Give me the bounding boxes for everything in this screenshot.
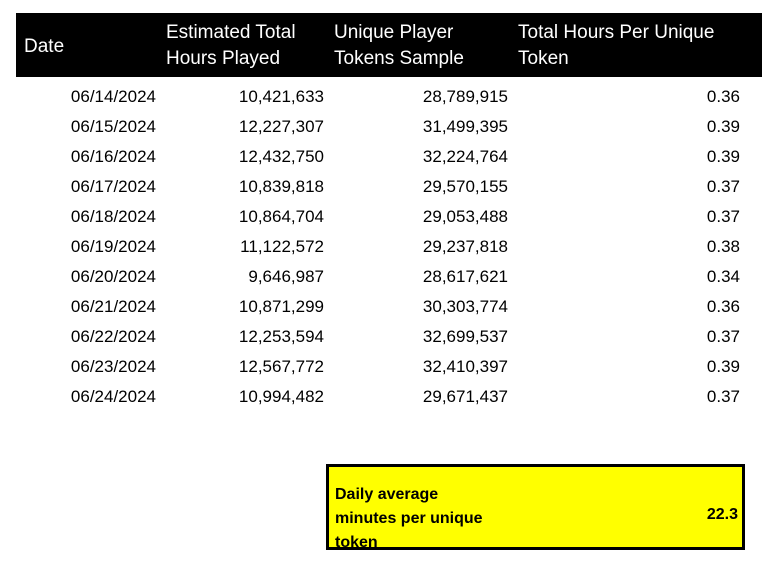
summary-label-line3: token [335,534,378,551]
cell-per-token: 0.38 [706,237,740,256]
table-row: 06/22/2024 12,253,594 32,699,537 0.37 [0,322,762,352]
cell-hours: 10,864,704 [238,207,324,226]
table-row: 06/14/2024 10,421,633 28,789,915 0.36 [0,82,762,112]
header-per-line2: Token [518,48,569,69]
header-per-line1: Total Hours Per Unique [518,22,715,43]
header-hours-line1: Estimated Total [166,22,296,43]
cell-hours: 10,994,482 [238,387,324,406]
header-tokens-line2: Tokens Sample [334,48,464,69]
cell-hours: 12,253,594 [238,327,324,346]
cell-hours: 10,871,299 [238,297,324,316]
cell-tokens: 31,499,395 [422,117,508,136]
cell-date: 06/19/2024 [70,237,156,256]
cell-hours: 12,227,307 [238,117,324,136]
table-body: 06/14/2024 10,421,633 28,789,915 0.36 06… [0,82,762,412]
table-row: 06/24/2024 10,994,482 29,671,437 0.37 [0,382,762,412]
header-tokens-line1: Unique Player [334,22,454,43]
summary-label-line1: Daily average [335,486,439,503]
cell-per-token: 0.34 [706,267,740,286]
cell-hours: 12,432,750 [238,147,324,166]
cell-date: 06/24/2024 [70,387,156,406]
cell-date: 06/14/2024 [70,87,156,106]
cell-per-token: 0.37 [706,207,740,226]
summary-value: 22.3 [706,506,738,523]
cell-tokens: 29,671,437 [422,387,508,406]
summary-label: Daily average minutes per unique token [335,483,515,555]
cell-tokens: 28,789,915 [422,87,508,106]
cell-date: 06/22/2024 [70,327,156,346]
cell-per-token: 0.39 [706,117,740,136]
cell-date: 06/15/2024 [70,117,156,136]
cell-per-token: 0.36 [706,297,740,316]
cell-tokens: 29,570,155 [422,177,508,196]
table-row: 06/23/2024 12,567,772 32,410,397 0.39 [0,352,762,382]
header-hours-per-token: Total Hours Per Unique Token [518,20,714,72]
summary-label-line2: minutes per unique [335,510,483,527]
header-hours-line2: Hours Played [166,48,281,69]
cell-per-token: 0.39 [706,147,740,166]
cell-hours: 12,567,772 [238,357,324,376]
cell-hours: 9,646,987 [248,267,324,286]
header-estimated-hours: Estimated Total Hours Played [166,20,296,72]
cell-per-token: 0.37 [706,387,740,406]
table-row: 06/16/2024 12,432,750 32,224,764 0.39 [0,142,762,172]
cell-per-token: 0.37 [706,327,740,346]
cell-date: 06/21/2024 [70,297,156,316]
cell-date: 06/23/2024 [70,357,156,376]
header-date: Date [24,34,64,60]
cell-hours: 10,839,818 [238,177,324,196]
cell-tokens: 29,053,488 [422,207,508,226]
cell-date: 06/20/2024 [70,267,156,286]
cell-tokens: 32,410,397 [422,357,508,376]
table-row: 06/20/2024 9,646,987 28,617,621 0.34 [0,262,762,292]
cell-per-token: 0.39 [706,357,740,376]
cell-tokens: 30,303,774 [422,297,508,316]
cell-tokens: 29,237,818 [422,237,508,256]
table-row: 06/21/2024 10,871,299 30,303,774 0.36 [0,292,762,322]
cell-per-token: 0.36 [706,87,740,106]
cell-tokens: 32,699,537 [422,327,508,346]
cell-tokens: 32,224,764 [422,147,508,166]
cell-hours: 11,122,572 [240,237,324,256]
header-unique-tokens: Unique Player Tokens Sample [334,20,464,72]
table-row: 06/19/2024 11,122,572 29,237,818 0.38 [0,232,762,262]
cell-date: 06/16/2024 [70,147,156,166]
cell-per-token: 0.37 [706,177,740,196]
header-date-label: Date [24,36,65,57]
cell-hours: 10,421,633 [238,87,324,106]
table-row: 06/18/2024 10,864,704 29,053,488 0.37 [0,202,762,232]
cell-tokens: 28,617,621 [422,267,508,286]
cell-date: 06/17/2024 [70,177,156,196]
summary-box: Daily average minutes per unique token 2… [326,464,745,551]
table-header: Date Estimated Total Hours Played Unique… [16,13,762,77]
table-row: 06/17/2024 10,839,818 29,570,155 0.37 [0,172,762,202]
cell-date: 06/18/2024 [70,207,156,226]
table-row: 06/15/2024 12,227,307 31,499,395 0.39 [0,112,762,142]
